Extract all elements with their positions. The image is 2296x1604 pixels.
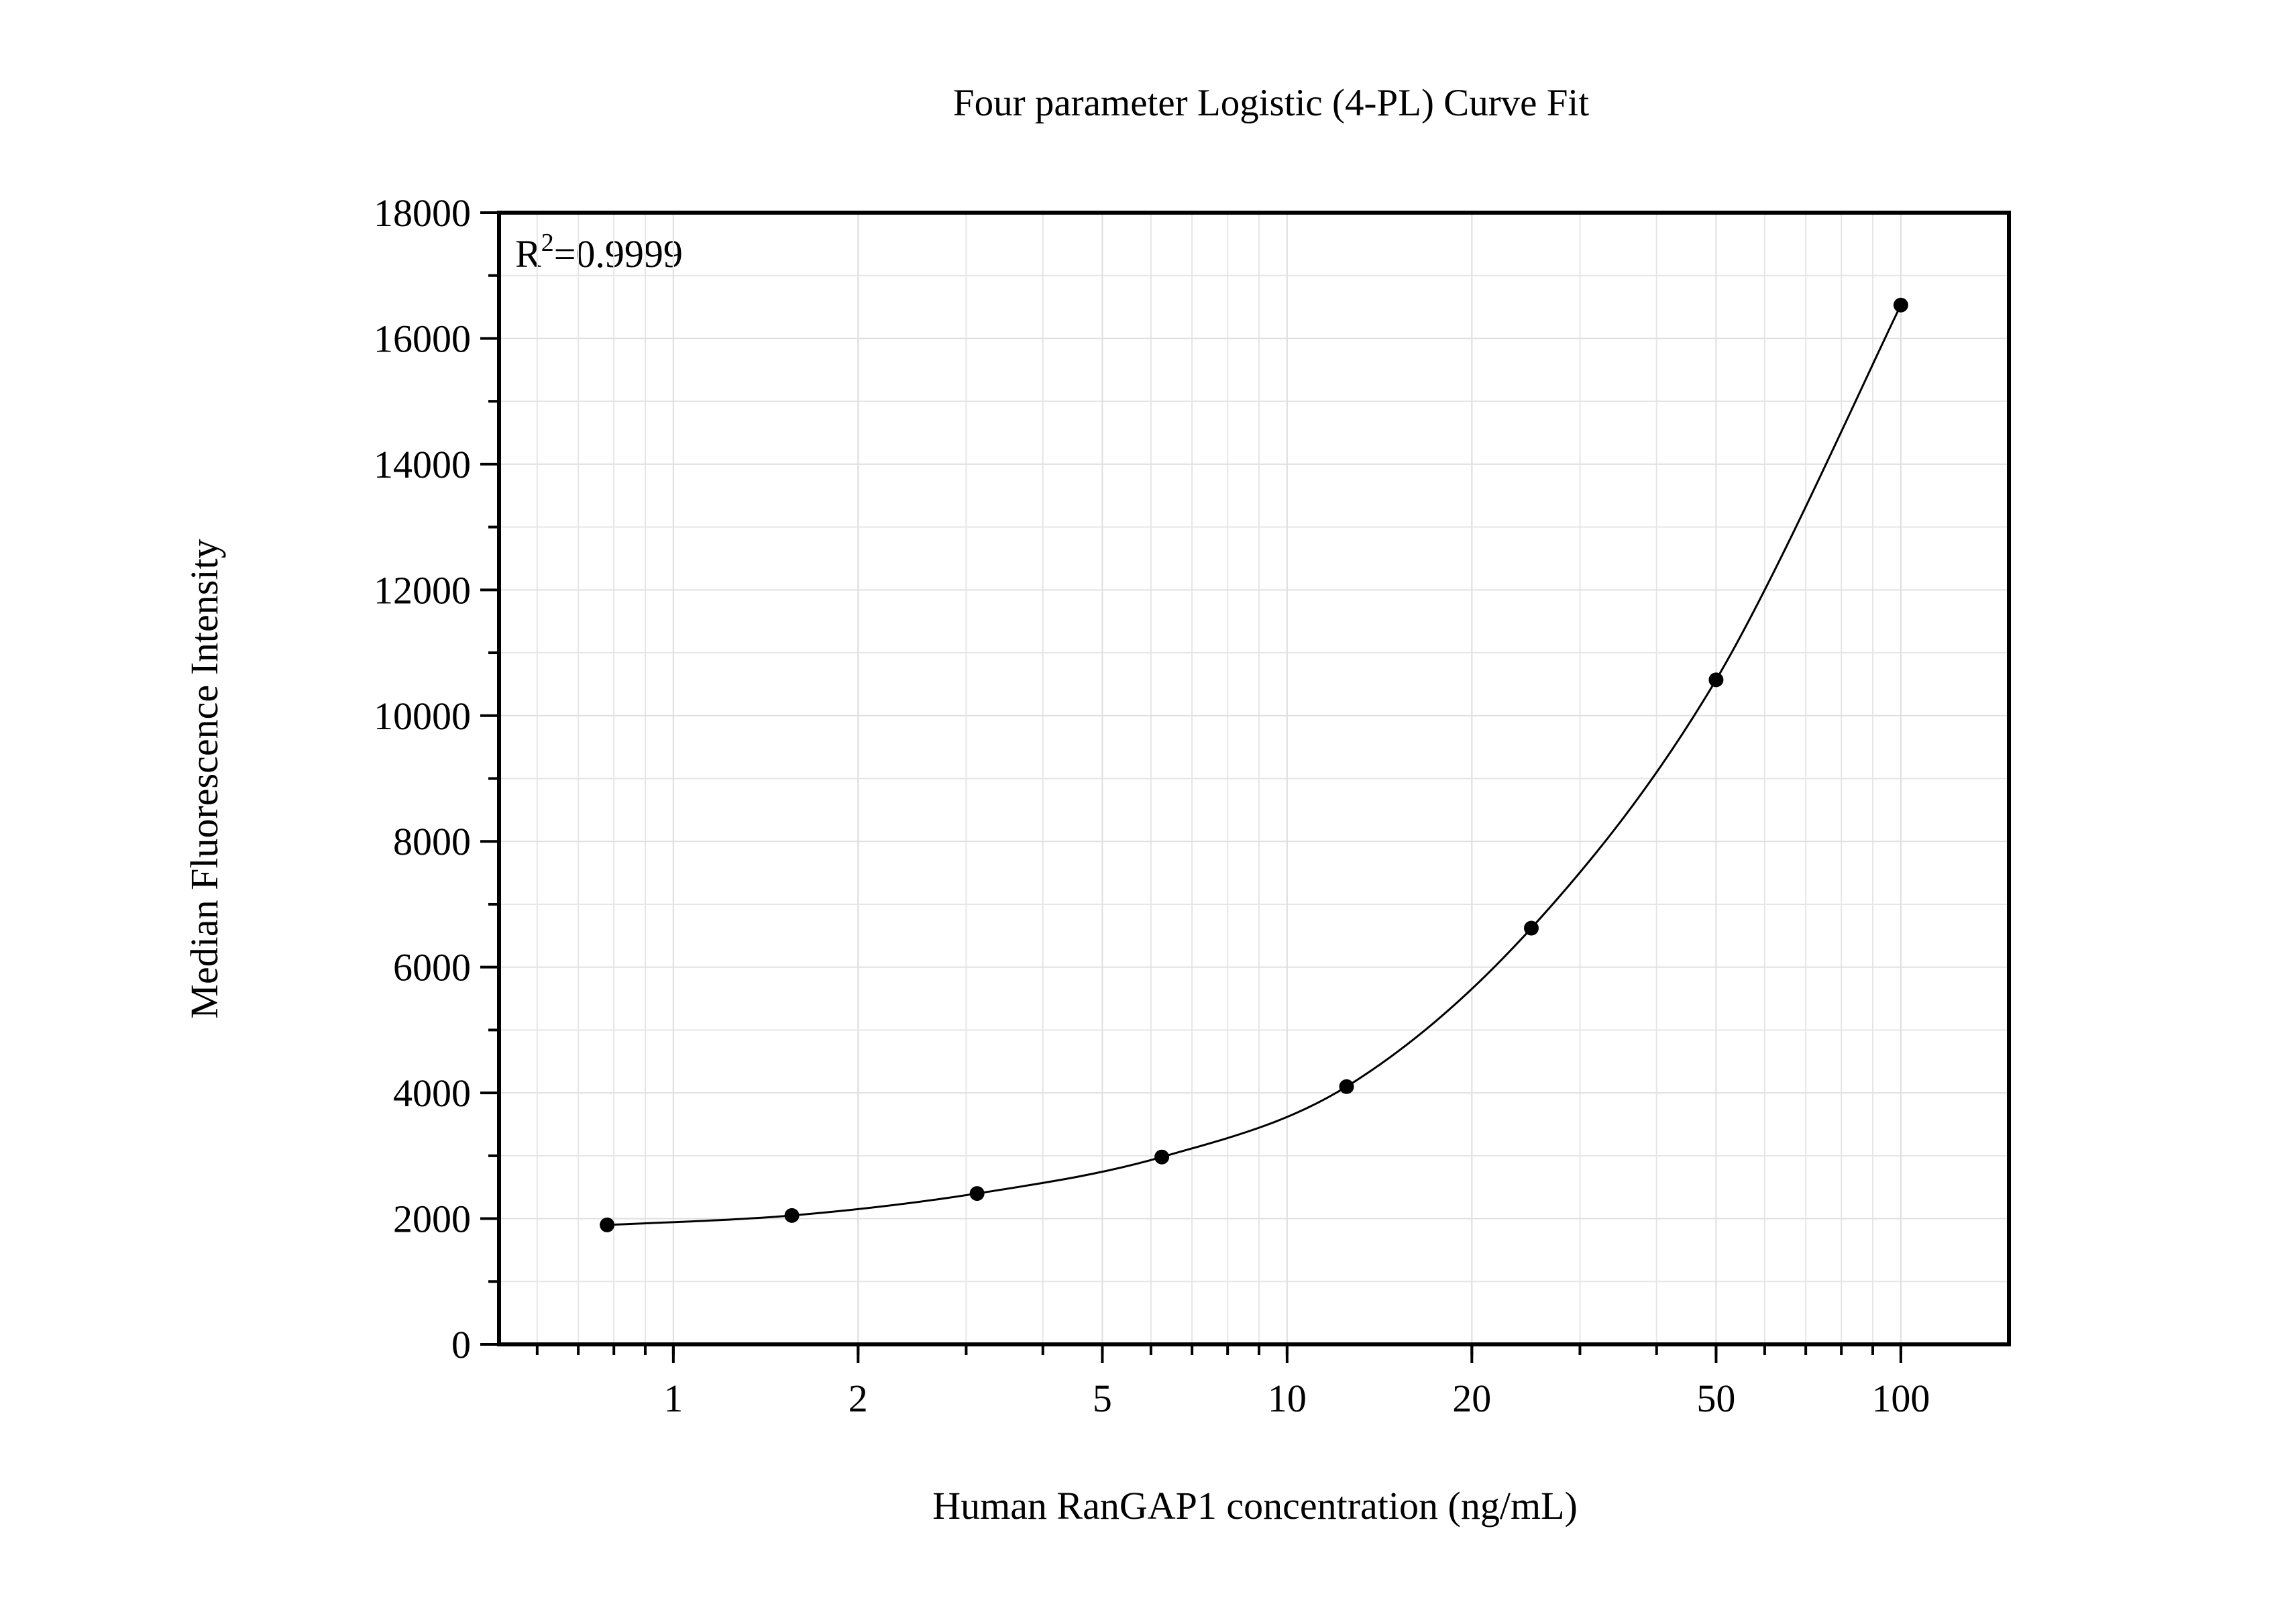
r-squared: R2=0.9999 xyxy=(515,229,683,276)
x-tick-label: 50 xyxy=(1696,1377,1735,1420)
x-tick-label: 100 xyxy=(1871,1377,1930,1420)
data-point xyxy=(1708,672,1724,688)
y-tick-label: 14000 xyxy=(374,443,471,486)
y-tick-label: 4000 xyxy=(393,1071,471,1115)
y-tick-label: 2000 xyxy=(393,1197,471,1241)
y-tick-label: 18000 xyxy=(374,191,471,235)
grid xyxy=(499,212,2009,1345)
x-tick-label: 2 xyxy=(849,1377,868,1420)
y-tick-label: 8000 xyxy=(393,820,471,863)
y-tick-label: 12000 xyxy=(374,568,471,612)
data-point xyxy=(1893,297,1908,313)
chart-title: Four parameter Logistic (4-PL) Curve Fit xyxy=(953,82,1589,124)
y-tick-label: 16000 xyxy=(374,317,471,360)
x-axis-label: Human RanGAP1 concentration (ng/mL) xyxy=(932,1484,1578,1528)
r-sup: 2 xyxy=(541,229,554,257)
y-tick-label: 0 xyxy=(451,1323,471,1367)
data-point xyxy=(969,1186,985,1201)
data-point xyxy=(1154,1149,1170,1165)
data-point xyxy=(1523,920,1539,936)
x-tick-label: 20 xyxy=(1452,1377,1491,1420)
y-axis-label: Median Fluorescence Intensity xyxy=(182,539,226,1018)
data-point xyxy=(600,1217,615,1232)
data-point xyxy=(1339,1079,1354,1094)
x-tick-label: 5 xyxy=(1093,1377,1112,1420)
data-point xyxy=(784,1208,800,1223)
y-tick-label: 6000 xyxy=(393,946,471,990)
x-tick-label: 1 xyxy=(663,1377,683,1420)
y-tick-label: 10000 xyxy=(374,694,471,738)
fit-curve xyxy=(607,305,1902,1226)
x-tick-label: 10 xyxy=(1268,1377,1307,1420)
plot-frame xyxy=(497,211,2011,1346)
r-rest: =0.9999 xyxy=(554,232,683,276)
